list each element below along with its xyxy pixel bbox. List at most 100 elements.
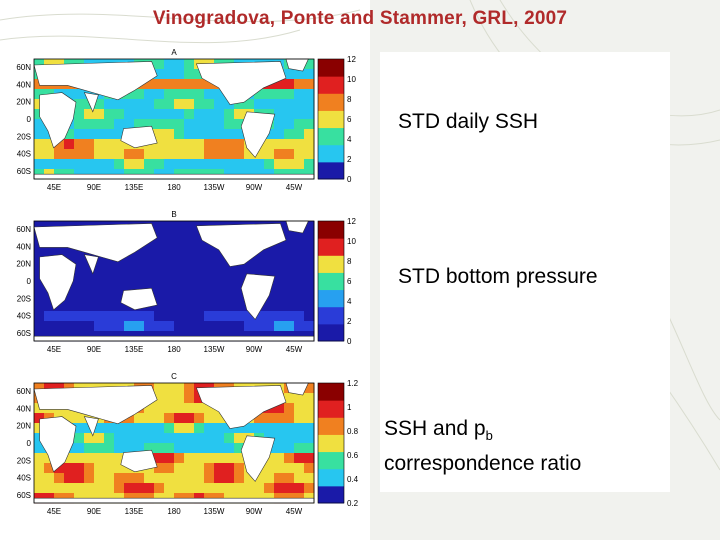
ocean-cell <box>134 89 145 100</box>
ocean-cell <box>84 159 95 170</box>
ocean-cell <box>34 473 45 484</box>
ocean-cell <box>164 443 175 454</box>
ocean-cell <box>94 463 105 474</box>
ocean-cell <box>184 79 195 90</box>
ocean-cell <box>184 423 195 434</box>
colorbar-frame <box>317 220 345 342</box>
colorbar-band <box>318 400 344 418</box>
ocean-cell <box>34 119 45 130</box>
ocean-cell <box>254 99 265 110</box>
lon-tick-label: 45W <box>286 183 303 192</box>
ocean-cell <box>204 321 215 332</box>
ocean-cell <box>84 463 95 474</box>
ocean-cell <box>74 423 85 434</box>
ocean-cell <box>294 79 305 90</box>
ocean-cell <box>284 423 295 434</box>
ocean-cell <box>294 473 305 484</box>
ocean-cell <box>84 281 95 292</box>
ocean-cell <box>144 413 155 424</box>
ocean-cell <box>194 69 205 80</box>
lon-tick-label: 135E <box>125 507 144 516</box>
ocean-cell <box>224 149 235 160</box>
ocean-cell <box>224 321 235 332</box>
ocean-cell <box>64 89 75 100</box>
lat-tick-label: 0 <box>27 115 32 124</box>
ocean-cell <box>194 281 205 292</box>
ocean-cell <box>154 241 165 252</box>
ocean-cell <box>94 159 105 170</box>
map-panel-b: B 60N 40N 20N 0 20S 40S 60S 45E 90E 135E 180 135W 90W… <box>4 207 366 357</box>
ocean-cell <box>74 433 85 444</box>
ocean-cell <box>34 291 45 302</box>
ocean-cell <box>294 231 305 242</box>
ocean-cell <box>214 483 225 494</box>
lon-tick-label: 45E <box>47 507 61 516</box>
ocean-cell <box>284 79 295 90</box>
ocean-cell <box>274 139 285 150</box>
ocean-cell <box>74 311 85 322</box>
ocean-cell <box>114 129 125 140</box>
ocean-cell <box>164 291 175 302</box>
ocean-cell <box>224 139 235 150</box>
label-correspondence-ratio: SSH and pb correspondence ratio <box>384 415 581 478</box>
ocean-cell <box>84 301 95 312</box>
ocean-cell <box>224 483 235 494</box>
ocean-cell <box>104 271 115 282</box>
ocean-cell <box>244 149 255 160</box>
ocean-cell <box>44 311 55 322</box>
ocean-cell <box>194 241 205 252</box>
ocean-cell <box>174 231 185 242</box>
ocean-cell <box>234 291 245 302</box>
ocean-cell <box>304 453 315 464</box>
panel-letter: B <box>171 210 176 219</box>
ocean-cell <box>94 281 105 292</box>
ocean-cell <box>164 231 175 242</box>
land-masses <box>33 58 315 180</box>
ocean-cell <box>274 443 285 454</box>
ocean-cell <box>104 423 115 434</box>
lat-tick-label: 20S <box>17 294 31 303</box>
ocean-cell <box>174 281 185 292</box>
lat-tick-label: 20N <box>16 98 31 107</box>
ocean-cell <box>204 241 215 252</box>
ocean-cell <box>184 413 195 424</box>
ocean-cell <box>54 159 65 170</box>
ocean-cell <box>124 271 135 282</box>
land-mass <box>195 61 287 105</box>
ocean-cell <box>114 271 125 282</box>
ocean-cell <box>294 129 305 140</box>
ocean-cell <box>94 311 105 322</box>
ocean-cell <box>154 69 165 80</box>
lon-tick-label: 90E <box>87 183 101 192</box>
ocean-cell <box>174 413 185 424</box>
colorbar-band <box>318 161 344 180</box>
colorbar-tick-label: 0.4 <box>347 475 359 484</box>
colorbar-band <box>318 323 344 342</box>
ocean-cell <box>114 311 125 322</box>
ocean-cell <box>104 109 115 120</box>
ocean-cell <box>294 423 305 434</box>
ocean-cell <box>214 129 225 140</box>
ocean-cell <box>304 251 315 262</box>
ocean-cell <box>154 463 165 474</box>
ocean-cell <box>294 453 305 464</box>
ocean-cell <box>104 291 115 302</box>
ocean-cell <box>34 383 45 394</box>
ocean-cell <box>294 291 305 302</box>
ocean-cell <box>184 271 195 282</box>
colorbar-band <box>318 289 344 308</box>
ocean-cell <box>44 483 55 494</box>
ocean-cell <box>54 483 65 494</box>
ocean-cell <box>304 119 315 130</box>
ocean-cell <box>224 129 235 140</box>
ocean-cell <box>294 251 305 262</box>
ocean-cell <box>274 159 285 170</box>
ocean-cell <box>244 483 255 494</box>
ocean-cell <box>144 423 155 434</box>
label-std-daily-ssh: STD daily SSH <box>398 110 539 133</box>
colorbar-band <box>318 485 344 504</box>
ocean-cell <box>164 483 175 494</box>
colorbar-tick-label: 0.2 <box>347 499 359 508</box>
ocean-cell <box>214 89 225 100</box>
ocean-cell <box>174 89 185 100</box>
